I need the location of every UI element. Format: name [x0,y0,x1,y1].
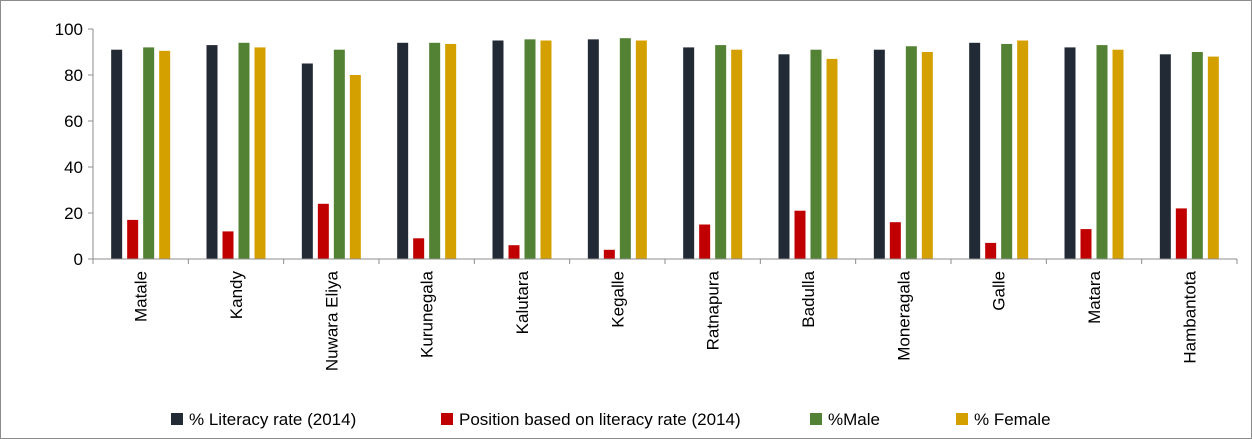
bar [905,46,917,259]
category-label: Hambantota [1180,270,1199,363]
bar [889,222,901,259]
y-tick-label: 40 [64,158,83,177]
category-label: Kalutara [513,270,532,334]
category-label: Galle [990,271,1009,311]
bar [127,219,139,259]
y-tick-label: 20 [64,204,83,223]
bar [985,242,997,259]
bar [397,42,409,259]
bar [603,249,615,259]
bars [111,38,1219,260]
bar [222,231,234,259]
bar [1191,52,1203,259]
category-label: Matale [132,271,151,322]
category-labels: Matale Kandy Nuwara Eliya Kurunegala Kalutar… [132,270,1200,371]
bar [254,47,266,260]
bar [731,49,743,260]
legend: % Literacy rate (2014) Position based on … [171,410,1051,429]
bar [969,42,981,259]
y-tick-label: 0 [74,250,83,269]
bar [826,58,838,260]
category-label: Kegalle [608,271,627,328]
x-axis [92,258,1238,264]
bar [1112,49,1124,260]
bar [794,210,806,259]
y-tick-label: 80 [64,66,83,85]
legend-label: %Male [828,410,880,429]
bar [143,47,155,260]
category-label: Ratnapura [704,270,723,350]
bar [1096,45,1108,259]
bar [349,75,361,259]
bar [413,238,425,259]
bar [429,42,441,259]
y-axis: 0 20 40 60 80 100 [55,20,94,269]
bar [1017,40,1029,259]
bar [540,40,552,259]
bar [619,38,631,260]
legend-label: % Female [974,410,1051,429]
bar [1159,54,1171,259]
bar [317,203,329,259]
bar [778,54,790,259]
bar [524,39,536,259]
bar [1064,47,1076,260]
bar [635,40,647,259]
bar [715,45,727,259]
category-label: Matara [1085,270,1104,323]
bar [699,224,711,259]
bar [492,40,504,259]
bar [111,49,123,260]
legend-swatch [441,413,453,425]
category-label: Kandy [227,271,246,320]
bar [1080,229,1092,259]
bar [206,45,218,259]
category-label: Moneragala [894,270,913,360]
bar [1207,56,1219,259]
category-label: Nuwara Eliya [322,270,341,371]
y-tick-label: 100 [55,20,83,39]
bar [508,245,520,259]
legend-swatch [956,413,968,425]
bar [587,39,599,259]
y-tick-label: 60 [64,112,83,131]
bar [333,49,345,260]
bar [810,49,822,260]
bar [873,49,885,260]
legend-label: % Literacy rate (2014) [189,410,356,429]
bar [683,47,695,260]
category-label: Kurunegala [418,270,437,358]
bar [1175,208,1187,259]
legend-label: Position based on literacy rate (2014) [459,410,741,429]
bar [445,43,457,260]
bar [159,50,171,259]
bar [238,42,250,259]
bar [921,52,933,259]
bar [301,63,313,259]
category-label: Badulla [799,270,818,327]
legend-swatch [171,413,183,425]
bar [1001,43,1013,260]
legend-swatch [810,413,822,425]
